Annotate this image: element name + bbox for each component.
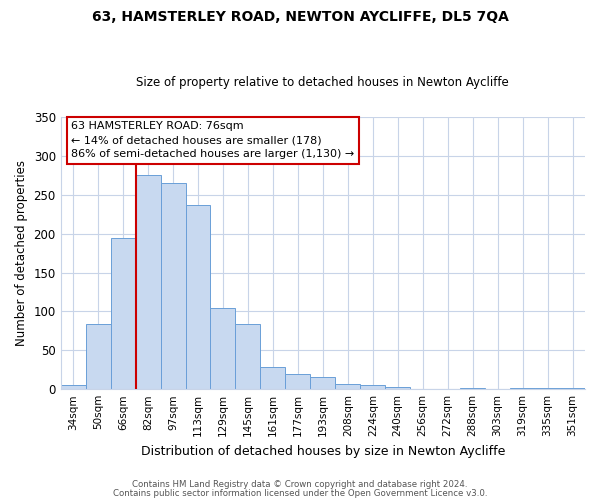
Y-axis label: Number of detached properties: Number of detached properties (15, 160, 28, 346)
Bar (560, 388, 585, 389)
Bar (260, 368, 286, 389)
Text: Contains HM Land Registry data © Crown copyright and database right 2024.: Contains HM Land Registry data © Crown c… (132, 480, 468, 489)
Bar (335, 384, 360, 389)
Bar (235, 324, 260, 389)
Bar (286, 374, 310, 389)
Bar (136, 176, 161, 389)
Text: Contains public sector information licensed under the Open Government Licence v3: Contains public sector information licen… (113, 488, 487, 498)
Bar (61, 384, 86, 389)
Title: Size of property relative to detached houses in Newton Aycliffe: Size of property relative to detached ho… (136, 76, 509, 90)
Bar (385, 387, 410, 389)
Text: 63 HAMSTERLEY ROAD: 76sqm
← 14% of detached houses are smaller (178)
86% of semi: 63 HAMSTERLEY ROAD: 76sqm ← 14% of detac… (71, 121, 355, 159)
X-axis label: Distribution of detached houses by size in Newton Aycliffe: Distribution of detached houses by size … (140, 444, 505, 458)
Bar (185, 205, 211, 389)
Bar (535, 388, 560, 389)
Bar (510, 388, 535, 389)
Bar (110, 238, 136, 389)
Bar (360, 386, 385, 389)
Text: 63, HAMSTERLEY ROAD, NEWTON AYCLIFFE, DL5 7QA: 63, HAMSTERLEY ROAD, NEWTON AYCLIFFE, DL… (92, 10, 508, 24)
Bar (211, 308, 235, 389)
Bar (86, 324, 110, 389)
Bar (161, 183, 185, 389)
Bar (310, 376, 335, 389)
Bar (460, 388, 485, 389)
